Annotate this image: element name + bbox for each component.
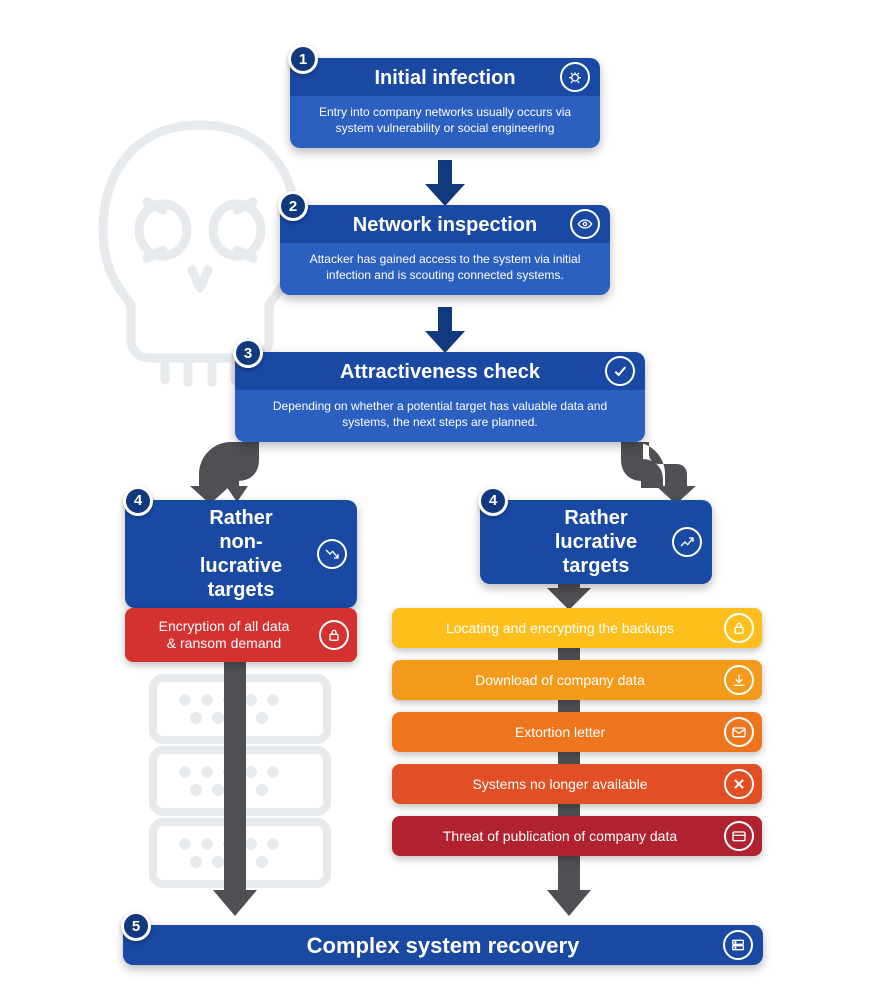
lock-icon (724, 613, 754, 643)
download-icon (724, 665, 754, 695)
server-icon (723, 930, 753, 960)
step-number: 2 (289, 198, 297, 215)
node-title-line1: Rather (181, 506, 301, 530)
chart-up-icon (672, 527, 702, 557)
bar-text: Systems no longer available (472, 776, 647, 792)
step-number: 4 (489, 492, 497, 510)
card-icon (724, 821, 754, 851)
bar-text: Download of company data (475, 672, 645, 688)
node-title-line1: Rather (536, 506, 656, 530)
bug-icon (560, 62, 590, 92)
node-lucrative: 4 Rather lucrative targets (480, 500, 712, 584)
node-network-inspection: 2 Network inspection Attacker has gained… (280, 205, 610, 295)
action-bar: Threat of publication of company data (392, 816, 762, 856)
node-attractiveness-check: 3 Attractiveness check Depending on whet… (235, 352, 645, 442)
node-initial-infection: 1 Initial infection Entry into company n… (290, 58, 600, 148)
step-badge: 4 (478, 486, 508, 516)
chart-down-icon (317, 539, 347, 569)
node-desc: Attacker has gained access to the system… (280, 243, 610, 295)
step-badge: 2 (278, 191, 308, 221)
bar-text-line1: Encryption of all data (159, 618, 290, 636)
step-badge: 5 (121, 911, 151, 941)
step-badge: 3 (233, 338, 263, 368)
step-number: 1 (299, 51, 307, 68)
step-number: 3 (244, 345, 252, 362)
action-bar: Download of company data (392, 660, 762, 700)
diagram-canvas: 1 Initial infection Entry into company n… (0, 0, 886, 997)
bar-text: Threat of publication of company data (443, 828, 677, 844)
node-desc: Entry into company networks usually occu… (290, 96, 600, 148)
step-number: 5 (132, 918, 140, 935)
eye-icon (570, 209, 600, 239)
step-badge: 4 (123, 486, 153, 516)
bar-text: Locating and encrypting the backups (446, 620, 674, 636)
action-bar: Systems no longer available (392, 764, 762, 804)
step-badge: 1 (288, 44, 318, 74)
node-title: Network inspection (353, 214, 537, 237)
action-bar: Locating and encrypting the backups (392, 608, 762, 648)
node-complex-recovery: 5 Complex system recovery (123, 925, 763, 965)
node-title: Attractiveness check (340, 361, 540, 384)
node-desc: Depending on whether a potential target … (235, 390, 645, 442)
bar-text-line2: & ransom demand (159, 635, 290, 653)
node-title: Initial infection (374, 67, 515, 90)
mail-icon (724, 717, 754, 747)
step-number: 4 (134, 492, 142, 510)
bar-text: Extortion letter (515, 724, 605, 740)
action-bar: Extortion letter (392, 712, 762, 752)
lock-icon (319, 620, 349, 650)
node-non-lucrative: 4 Rather non-lucrative targets (125, 500, 357, 608)
node-title: Complex system recovery (307, 933, 580, 959)
node-title-line2: non-lucrative targets (181, 530, 301, 602)
bar-encryption-ransom: Encryption of all data & ransom demand (125, 608, 357, 662)
check-icon (605, 356, 635, 386)
node-title-line2: lucrative targets (536, 530, 656, 578)
x-icon (724, 769, 754, 799)
server-stack-icon (145, 670, 335, 890)
